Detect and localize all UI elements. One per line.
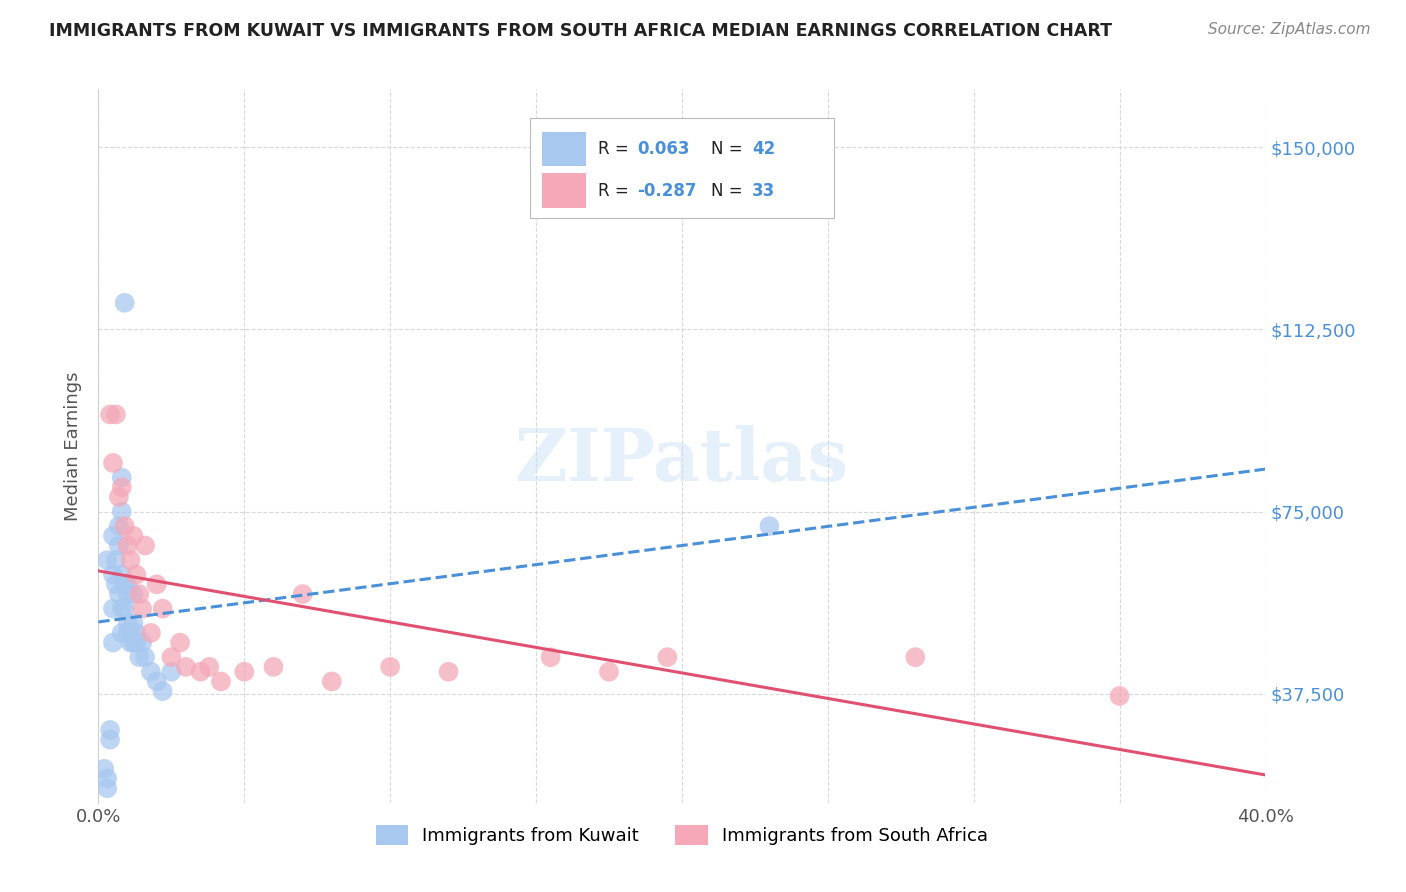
FancyBboxPatch shape — [530, 118, 834, 218]
Point — [120, 626, 142, 640]
Point — [291, 587, 314, 601]
Point — [120, 635, 142, 649]
Point — [108, 539, 131, 553]
Text: R =: R = — [598, 140, 628, 158]
Point — [128, 650, 150, 665]
Point — [380, 660, 402, 674]
Point — [122, 616, 145, 631]
Point — [117, 577, 139, 591]
Point — [128, 587, 150, 601]
Point — [114, 519, 136, 533]
Point — [262, 660, 284, 674]
Point — [190, 665, 212, 679]
Point — [117, 616, 139, 631]
Point — [125, 567, 148, 582]
Point — [98, 408, 121, 422]
FancyBboxPatch shape — [541, 173, 586, 208]
Point — [657, 650, 679, 665]
Point — [139, 626, 162, 640]
Point — [146, 674, 169, 689]
Text: IMMIGRANTS FROM KUWAIT VS IMMIGRANTS FROM SOUTH AFRICA MEDIAN EARNINGS CORRELATI: IMMIGRANTS FROM KUWAIT VS IMMIGRANTS FRO… — [49, 22, 1112, 40]
Point — [101, 635, 124, 649]
Text: 42: 42 — [752, 140, 775, 158]
Point — [169, 635, 191, 649]
Point — [160, 650, 183, 665]
Point — [114, 577, 136, 591]
Point — [134, 539, 156, 553]
Point — [108, 490, 131, 504]
Point — [321, 674, 343, 689]
Point — [104, 577, 127, 591]
Point — [101, 456, 124, 470]
Text: R =: R = — [598, 182, 628, 200]
Point — [758, 519, 780, 533]
Point — [117, 587, 139, 601]
Point — [904, 650, 927, 665]
Point — [101, 529, 124, 543]
Text: 33: 33 — [752, 182, 775, 200]
Point — [122, 635, 145, 649]
Point — [114, 295, 136, 310]
Point — [101, 567, 124, 582]
Point — [111, 626, 134, 640]
Point — [146, 577, 169, 591]
Point — [96, 772, 118, 786]
Point — [174, 660, 197, 674]
Text: 0.063: 0.063 — [637, 140, 690, 158]
Point — [96, 781, 118, 796]
Point — [104, 553, 127, 567]
Point — [104, 408, 127, 422]
Point — [98, 723, 121, 737]
Point — [117, 539, 139, 553]
Point — [152, 684, 174, 698]
Point — [120, 553, 142, 567]
Point — [134, 650, 156, 665]
Point — [111, 601, 134, 615]
Y-axis label: Median Earnings: Median Earnings — [65, 371, 83, 521]
Point — [598, 665, 620, 679]
Text: N =: N = — [711, 182, 742, 200]
Legend: Immigrants from Kuwait, Immigrants from South Africa: Immigrants from Kuwait, Immigrants from … — [367, 815, 997, 855]
Text: Source: ZipAtlas.com: Source: ZipAtlas.com — [1208, 22, 1371, 37]
Point — [125, 635, 148, 649]
Point — [101, 601, 124, 615]
Point — [160, 665, 183, 679]
Point — [122, 529, 145, 543]
Text: N =: N = — [711, 140, 742, 158]
Point — [111, 470, 134, 484]
Point — [131, 601, 153, 615]
Point — [108, 519, 131, 533]
Point — [540, 650, 562, 665]
Point — [1108, 689, 1130, 703]
Point — [111, 504, 134, 518]
Text: -0.287: -0.287 — [637, 182, 697, 200]
Point — [125, 626, 148, 640]
Point — [96, 553, 118, 567]
Point — [233, 665, 256, 679]
FancyBboxPatch shape — [541, 132, 586, 166]
Point — [108, 587, 131, 601]
Point — [437, 665, 460, 679]
Point — [131, 635, 153, 649]
Point — [152, 601, 174, 615]
Point — [111, 567, 134, 582]
Point — [117, 626, 139, 640]
Point — [98, 732, 121, 747]
Point — [122, 587, 145, 601]
Point — [209, 674, 232, 689]
Point — [93, 762, 115, 776]
Point — [111, 480, 134, 494]
Point — [114, 601, 136, 615]
Point — [198, 660, 221, 674]
Text: ZIPatlas: ZIPatlas — [515, 425, 849, 496]
Point — [139, 665, 162, 679]
